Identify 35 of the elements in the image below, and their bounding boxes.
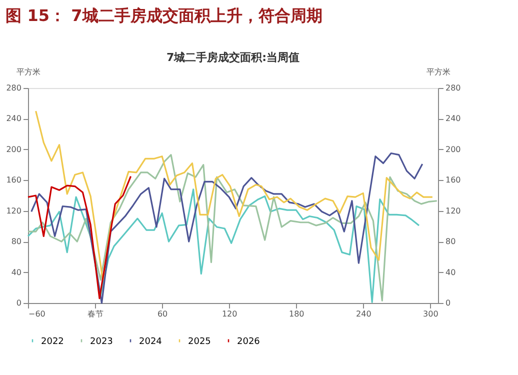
- y-tick-label: 240: [6, 114, 22, 124]
- y-tick-label: 120: [6, 206, 22, 216]
- line-series: [27, 176, 132, 300]
- y2-tick-label: 160: [446, 176, 461, 185]
- y2-tick-label: 200: [446, 144, 461, 154]
- y2-tick-label: 0: [446, 298, 451, 308]
- y2-tick-label: 240: [446, 114, 461, 124]
- legend-label: 2026: [237, 336, 260, 347]
- y2-tick-label: 120: [446, 206, 461, 216]
- x-tick-label: 240: [356, 310, 372, 318]
- x-tick-label: −60: [28, 310, 46, 318]
- line-series: [27, 188, 420, 304]
- y2-axis-title: 平方米: [426, 68, 450, 76]
- x-tick-label: 60: [157, 310, 168, 318]
- y-tick-label: 280: [6, 84, 22, 92]
- y-axis-title: 平方米: [16, 68, 40, 76]
- legend-label: 2024: [139, 336, 162, 347]
- y-tick-label: 40: [11, 268, 22, 277]
- y2-tick-label: 80: [446, 237, 456, 246]
- y2-tick-label: 280: [446, 84, 461, 92]
- legend-label: 2022: [41, 336, 64, 347]
- line-series: [35, 110, 434, 281]
- legend-label: 2023: [90, 336, 113, 347]
- x-tick-label: 180: [288, 310, 304, 318]
- x-tick-label: 120: [222, 310, 238, 318]
- x-tick-label: 300: [423, 310, 438, 318]
- legend-label: 2025: [188, 336, 211, 347]
- y-tick-label: 0: [16, 298, 22, 308]
- y-tick-label: 80: [11, 237, 22, 246]
- y-tick-label: 200: [6, 144, 22, 154]
- y2-tick-label: 40: [446, 268, 456, 277]
- x-tick-label: 春节: [88, 310, 104, 318]
- y-tick-label: 160: [6, 176, 22, 185]
- chart-subtitle: 7城二手房成交面积:当周值: [166, 51, 300, 64]
- chart-title: 图 15： 7城二手房成交面积上升，符合周期: [6, 6, 322, 25]
